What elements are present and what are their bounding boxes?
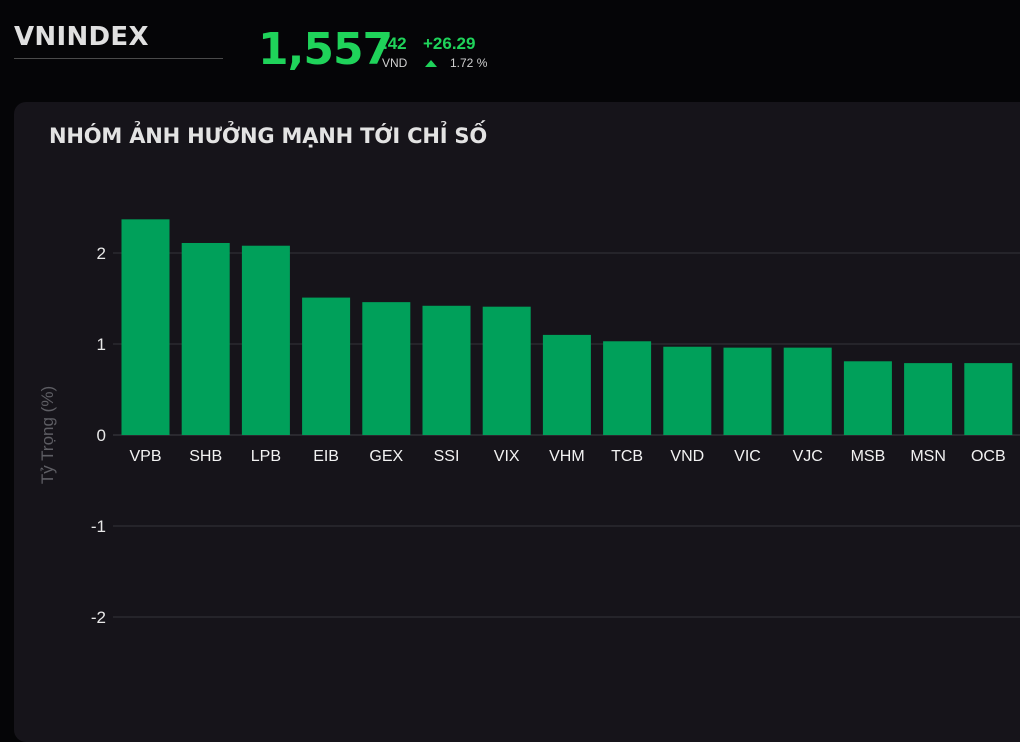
bar-lpb <box>241 245 290 435</box>
y-tick-label: 1 <box>97 335 106 354</box>
bar-vjc <box>783 347 832 435</box>
x-tick-label: VND <box>670 448 704 465</box>
bar-vic <box>723 347 772 435</box>
bar-eib <box>302 297 351 435</box>
index-change-percent: 1.72 % <box>450 56 488 70</box>
bar-msb <box>843 361 892 435</box>
bar-vix <box>482 306 531 435</box>
index-change: +26.29 <box>423 34 476 53</box>
x-tick-label: LPB <box>251 448 281 465</box>
x-tick-label: MSN <box>910 448 946 465</box>
bar-ocb <box>964 363 1013 435</box>
y-tick-label: -1 <box>91 517 106 536</box>
index-price: 1,557 <box>258 24 393 75</box>
index-price-decimal: .42 <box>383 34 407 53</box>
bar-gex <box>362 302 411 435</box>
index-name: VNINDEX <box>14 22 149 52</box>
bar-chart: 2 1 0 -1 -2 Tỷ Trọng (%) VPB SHB LPB EIB GEX SSI VIX… <box>38 219 1020 627</box>
panel-title: NHÓM ẢNH HƯỞNG MẠNH TỚI CHỈ SỐ <box>49 124 488 148</box>
triangle-up-icon <box>425 60 437 67</box>
bar-vhm <box>542 334 591 435</box>
x-tick-label: OCB <box>971 448 1006 465</box>
y-axis-label: Tỷ Trọng (%) <box>38 386 57 484</box>
bar-vpb <box>121 219 170 435</box>
x-tick-label: VIX <box>494 448 520 465</box>
y-tick-label: -2 <box>91 608 106 627</box>
y-tick-label: 2 <box>97 244 106 263</box>
bar-tcb <box>603 341 652 435</box>
bar-ssi <box>422 305 471 435</box>
x-tick-label: TCB <box>611 448 643 465</box>
header: VNINDEX 1,557 .42 VND +26.29 1.72 % <box>0 0 1020 100</box>
x-tick-label: VIC <box>734 448 761 465</box>
bar-vnd <box>663 346 712 435</box>
bar-shb <box>181 242 230 435</box>
x-tick-label: GEX <box>369 448 403 465</box>
price-unit: VND <box>382 56 408 70</box>
x-tick-label: VHM <box>549 448 585 465</box>
x-tick-label: MSB <box>851 448 886 465</box>
index-underline <box>14 58 223 59</box>
x-tick-label: EIB <box>313 448 339 465</box>
x-tick-label: VJC <box>793 448 823 465</box>
x-tick-label: VPB <box>129 448 161 465</box>
x-tick-label: SHB <box>189 448 222 465</box>
y-tick-label: 0 <box>97 426 106 445</box>
bar-msn <box>904 363 953 435</box>
x-tick-label: SSI <box>434 448 460 465</box>
